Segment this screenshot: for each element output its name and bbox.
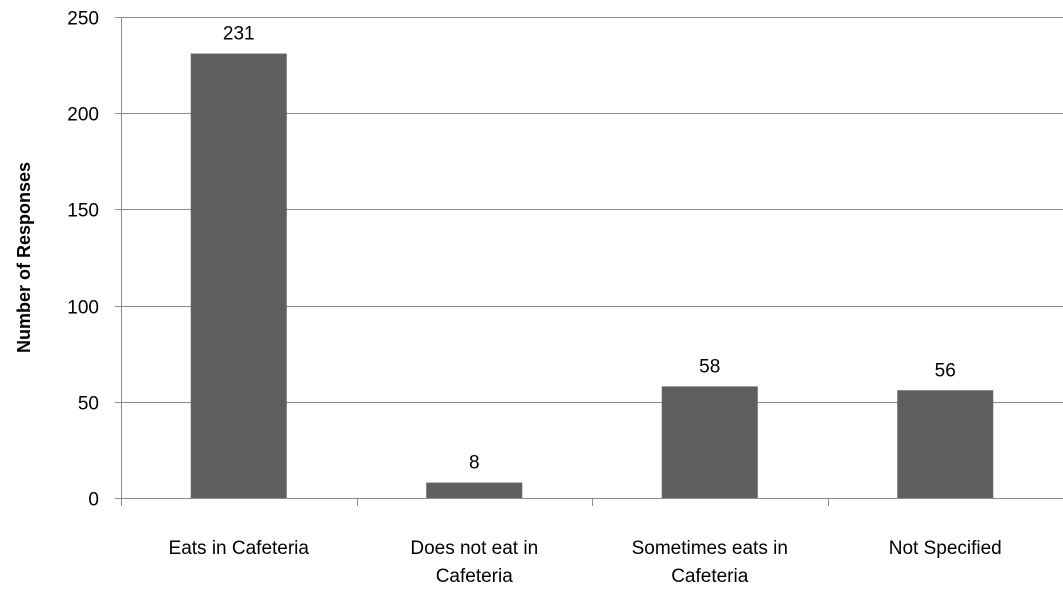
data-label: 56	[935, 360, 956, 381]
data-label: 8	[469, 453, 480, 474]
y-tick-label: 150	[67, 201, 99, 222]
y-tick-label: 200	[67, 105, 99, 126]
x-category-labels: Eats in Cafeteria Does not eat in Cafeteri…	[169, 538, 1002, 587]
y-tick-label: 100	[67, 298, 99, 319]
y-tick-labels: 0 50 100 150 200 250	[67, 9, 99, 511]
data-labels: 231 8 58 56	[223, 24, 956, 474]
y-tick-label: 0	[88, 490, 99, 511]
bar	[897, 390, 994, 498]
y-axis-title: Number of Responses	[14, 162, 34, 353]
y-tick-label: 250	[67, 9, 99, 30]
x-category-label: Sometimes eats in Cafeteria	[632, 538, 788, 587]
axes	[115, 17, 1063, 506]
bar	[426, 482, 523, 498]
data-label: 231	[223, 24, 255, 45]
data-label: 58	[699, 356, 720, 377]
bars	[190, 53, 994, 498]
x-category-label: Eats in Cafeteria	[169, 538, 310, 559]
x-category-label: Does not eat in Cafeteria	[410, 538, 538, 587]
y-tick-label: 50	[78, 394, 99, 415]
bar	[190, 53, 287, 498]
bar	[661, 386, 758, 498]
x-category-label: Not Specified	[889, 538, 1002, 559]
